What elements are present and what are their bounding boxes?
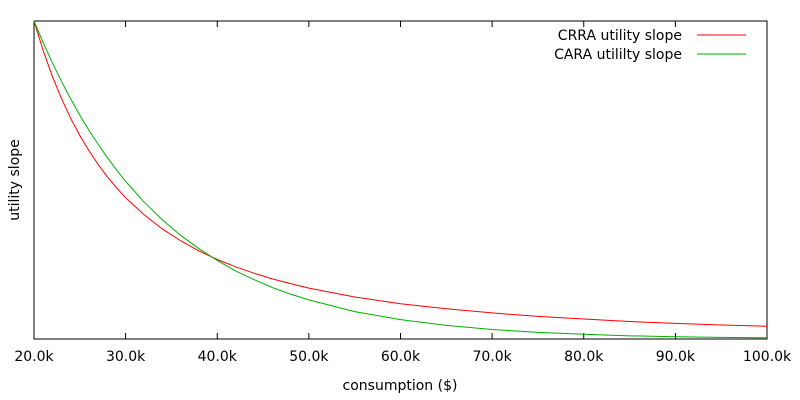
plot-frame — [33, 20, 768, 340]
x-axis-label: consumption ($) — [343, 378, 458, 394]
series-layer — [33, 20, 768, 339]
x-tick-label: 20.0k — [14, 349, 54, 365]
x-tick-label: 50.0k — [289, 349, 329, 365]
x-tick-label: 80.0k — [564, 349, 604, 365]
x-tick-label: 70.0k — [472, 349, 512, 365]
x-tick-label: 60.0k — [381, 349, 421, 365]
crra-series-line — [33, 20, 768, 327]
x-tick-label: 90.0k — [656, 349, 696, 365]
legend: CRRA utility slope CARA utililty slope — [554, 28, 746, 63]
y-axis-label: utility slope — [7, 139, 23, 221]
legend-label-cara: CARA utililty slope — [554, 47, 682, 63]
cara-series-line — [33, 20, 768, 339]
x-axis-ticks — [33, 21, 768, 339]
x-tick-label: 100.0k — [743, 349, 792, 365]
x-tick-label: 30.0k — [106, 349, 146, 365]
legend-label-crra: CRRA utility slope — [558, 28, 682, 44]
x-tick-label: 40.0k — [198, 349, 238, 365]
x-axis-tick-labels: 20.0k 30.0k 40.0k 50.0k 60.0k 70.0k 80.0k 90.0k… — [14, 349, 792, 365]
